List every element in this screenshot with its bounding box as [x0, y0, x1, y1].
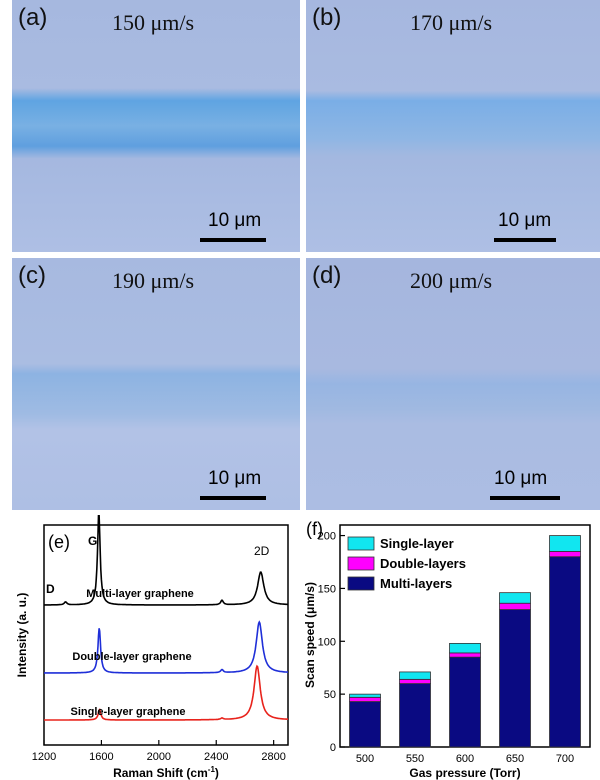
peak-label-g: G — [88, 534, 97, 548]
legend-label-1: Double-layers — [380, 556, 466, 571]
raman-series-label-2: Single-layer graphene — [71, 706, 186, 718]
micrograph-b: (b) 170 μm/s 10 μm — [306, 0, 600, 252]
bar-multi-layers-550 — [399, 683, 431, 748]
raman-line-1 — [44, 620, 288, 674]
bar-y-axis-label: Scan speed (μm/s) — [303, 582, 317, 688]
raman-x-tick-label-1: 1600 — [89, 751, 113, 763]
legend-label-2: Multi-layers — [380, 576, 452, 591]
bar-y-tick-label-4: 200 — [318, 531, 336, 543]
bar-multi-layers-500 — [349, 701, 381, 748]
bar-multi-layers-650 — [499, 609, 531, 748]
bar-multi-layers-700 — [549, 556, 581, 748]
bar-multi-layers-600 — [449, 656, 481, 748]
peak-label-d: D — [46, 582, 55, 596]
bar-x-axis-label: Gas pressure (Torr) — [409, 766, 520, 780]
bar-y-tick-label-3: 150 — [318, 583, 336, 595]
raman-x-tick-label-4: 2800 — [261, 751, 285, 763]
raman-y-axis-label: Intensity (a. u.) — [15, 593, 29, 678]
bar-double-layers-550 — [399, 678, 431, 684]
legend-label-0: Single-layer — [380, 536, 454, 551]
bar-double-layers-600 — [449, 652, 481, 658]
panel-label-d: (d) — [312, 262, 342, 289]
scale-bar-c — [200, 496, 266, 500]
scale-label-c: 10 μm — [208, 468, 262, 489]
legend-swatch-1 — [347, 556, 375, 571]
raman-spectra-chart: (e) Intensity (a. u.) Raman Shift (cm-1)… — [15, 515, 289, 780]
scan-speed-label-b: 170 μm/s — [410, 10, 493, 35]
bar-single-layer-600 — [449, 642, 481, 654]
raman-panel-label: (e) — [48, 532, 70, 552]
bar-single-layer-650 — [499, 592, 531, 604]
scale-label-a: 10 μm — [208, 210, 262, 231]
raman-series-label-0: Multi-layer graphene — [86, 588, 194, 600]
legend-swatch-0 — [347, 536, 375, 551]
peak-label-2d: 2D — [254, 544, 270, 558]
raman-line-2 — [44, 664, 288, 721]
bar-x-tick-label-2: 600 — [456, 753, 474, 765]
scale-label-b: 10 μm — [498, 210, 552, 231]
raman-series-label-1: Double-layer graphene — [72, 651, 191, 663]
bar-y-tick-label-1: 50 — [324, 689, 336, 701]
bar-y-tick-label-2: 100 — [318, 636, 336, 648]
bar-x-tick-label-1: 550 — [406, 753, 424, 765]
raman-line-0 — [44, 515, 288, 606]
scan-speed-bar-chart: (f) Scan speed (μm/s) Gas pressure (Torr… — [303, 519, 591, 780]
bar-double-layers-650 — [499, 602, 531, 610]
raman-x-tick-label-3: 2400 — [204, 751, 228, 763]
bar-x-tick-label-4: 700 — [556, 753, 574, 765]
bar-panel-label: (f) — [306, 519, 323, 539]
scan-speed-label-d: 200 μm/s — [410, 268, 493, 293]
bar-single-layer-500 — [349, 693, 381, 698]
micrograph-c: (c) 190 μm/s 10 μm — [12, 258, 300, 510]
bar-x-tick-label-3: 650 — [506, 753, 524, 765]
raman-x-tick-label-2: 2000 — [147, 751, 171, 763]
scale-bar-a — [200, 238, 266, 242]
bar-double-layers-700 — [549, 551, 581, 558]
scale-bar-d — [490, 496, 560, 500]
scale-label-d: 10 μm — [494, 468, 548, 489]
bar-double-layers-500 — [349, 696, 381, 702]
micrograph-a: (a) 150 μm/s 10 μm — [12, 0, 300, 252]
raman-x-axis-label: Raman Shift (cm-1) — [113, 765, 219, 780]
bar-x-tick-label-0: 500 — [356, 753, 374, 765]
bar-single-layer-700 — [549, 535, 581, 552]
raman-x-tick-label-0: 1200 — [32, 751, 56, 763]
micrograph-d: (d) 200 μm/s 10 μm — [306, 258, 600, 510]
scan-speed-label-a: 150 μm/s — [112, 10, 195, 35]
bar-y-tick-label-0: 0 — [330, 742, 336, 754]
scan-speed-label-c: 190 μm/s — [112, 268, 195, 293]
legend-swatch-2 — [347, 576, 375, 591]
scale-bar-b — [494, 238, 556, 242]
panel-label-c: (c) — [18, 262, 46, 289]
raman-plot-frame — [43, 524, 289, 746]
panel-label-b: (b) — [312, 4, 342, 31]
panel-label-a: (a) — [18, 4, 48, 31]
bar-single-layer-550 — [399, 671, 431, 680]
